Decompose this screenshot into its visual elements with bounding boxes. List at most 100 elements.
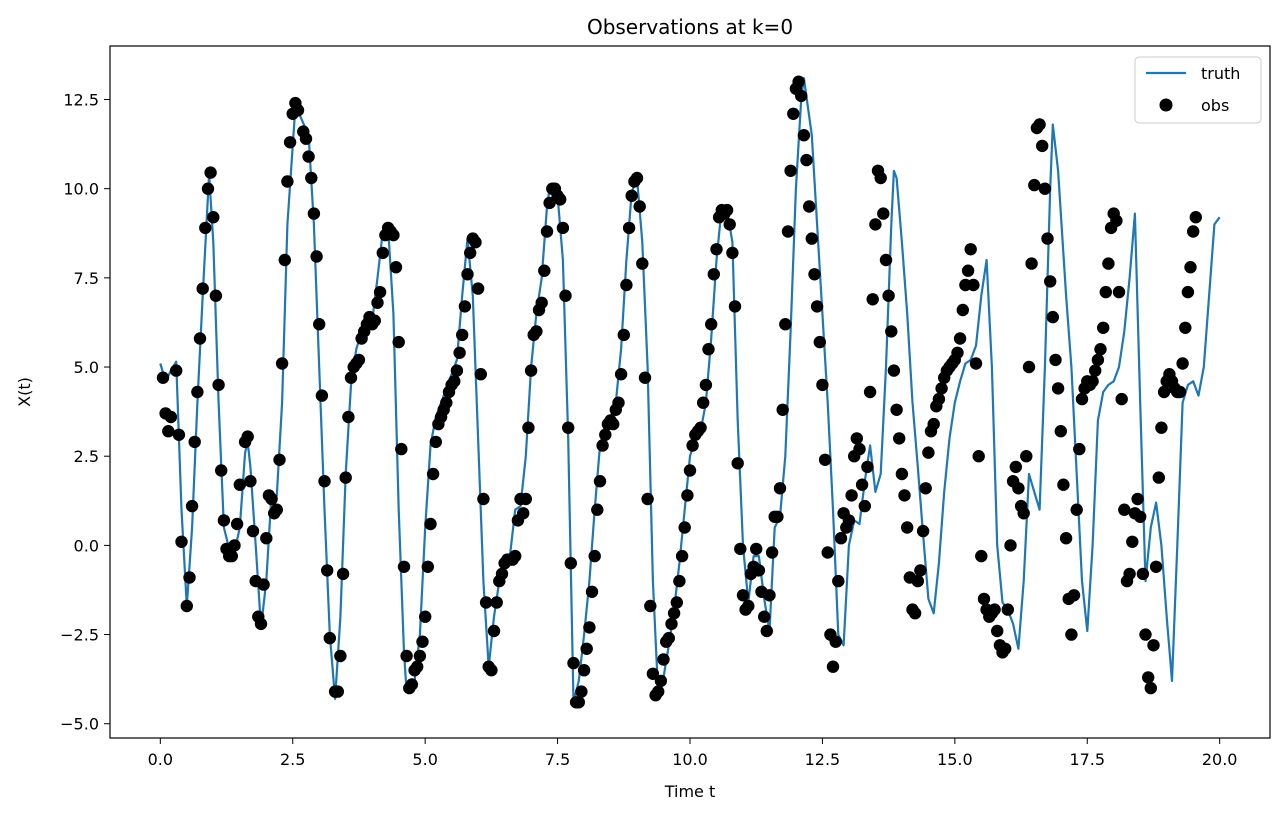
- obs-point: [321, 564, 334, 577]
- obs-point: [405, 678, 419, 691]
- obs-point: [477, 492, 490, 506]
- obs-point: [797, 129, 811, 142]
- obs-point: [464, 246, 477, 260]
- obs-point: [564, 557, 577, 570]
- obs-point: [1110, 214, 1123, 227]
- obs-point: [792, 75, 805, 88]
- legend-box: [1134, 56, 1262, 124]
- obs-point: [273, 453, 286, 466]
- obs-point: [630, 171, 644, 185]
- obs-point: [209, 289, 223, 302]
- obs-point: [260, 532, 273, 545]
- obs-point: [1155, 421, 1168, 434]
- obs-point: [413, 649, 427, 663]
- obs-point: [156, 371, 170, 384]
- x-axis: 0.0 2.5 5.0 7.5 10.0 12.5 15.0 17.5 20.0: [148, 738, 1238, 769]
- obs-point: [389, 261, 403, 274]
- obs-point: [752, 564, 766, 577]
- obs-point: [188, 435, 201, 449]
- obs-point: [1139, 628, 1152, 641]
- obs-point: [670, 596, 683, 609]
- obs-point: [334, 649, 347, 663]
- obs-point: [977, 592, 991, 606]
- x-tick-label: 20.0: [1202, 750, 1238, 769]
- obs-point: [834, 532, 848, 545]
- obs-point: [305, 171, 318, 185]
- y-tick-label: 2.5: [74, 447, 99, 466]
- obs-point: [972, 450, 985, 463]
- x-axis-label: Time t: [664, 782, 716, 801]
- obs-point: [448, 375, 461, 388]
- obs-point: [204, 166, 217, 179]
- x-tick-label: 5.0: [412, 750, 437, 769]
- obs-point: [999, 642, 1012, 655]
- obs-point: [191, 385, 204, 399]
- obs-point: [199, 221, 212, 235]
- legend-obs-swatch: [1159, 98, 1173, 112]
- obs-point: [183, 571, 196, 584]
- obs-point: [1089, 364, 1102, 377]
- obs-point: [318, 475, 331, 488]
- obs-point: [339, 471, 352, 484]
- obs-point: [776, 403, 789, 416]
- obs-point: [196, 282, 209, 295]
- obs-point: [1065, 628, 1078, 641]
- y-tick-label: 10.0: [63, 180, 99, 199]
- obs-point: [469, 236, 482, 249]
- obs-point: [1012, 482, 1025, 495]
- obs-point: [323, 631, 336, 645]
- obs-point: [278, 253, 291, 267]
- obs-point: [1059, 532, 1073, 545]
- obs-point: [988, 603, 1001, 616]
- obs-point: [559, 289, 572, 302]
- obs-point: [800, 153, 813, 167]
- obs-point: [652, 685, 665, 698]
- obs-point: [927, 417, 940, 431]
- obs-point: [419, 610, 432, 623]
- obs-point: [1057, 478, 1070, 491]
- obs-point: [456, 328, 469, 342]
- obs-point: [885, 325, 898, 338]
- obs-point: [622, 221, 636, 235]
- obs-point: [678, 521, 691, 534]
- obs-point: [162, 425, 175, 438]
- obs-point: [1022, 360, 1036, 374]
- obs-point: [485, 664, 498, 677]
- y-axis-label: X(t): [15, 377, 34, 407]
- obs-point: [230, 517, 244, 531]
- obs-point: [1144, 681, 1158, 695]
- obs-point: [758, 610, 771, 623]
- obs-point: [275, 357, 289, 370]
- obs-point: [577, 664, 591, 677]
- obs-point: [421, 560, 434, 573]
- obs-point: [644, 599, 657, 613]
- y-tick-label: 5.0: [74, 358, 99, 377]
- obs-point: [932, 392, 946, 406]
- obs-point: [662, 631, 675, 645]
- obs-point: [686, 439, 699, 452]
- obs-point: [890, 403, 903, 416]
- obs-point: [567, 656, 580, 670]
- obs-point: [1020, 450, 1033, 463]
- obs-point: [246, 524, 260, 538]
- obs-point: [853, 442, 866, 456]
- obs-point: [519, 492, 532, 506]
- obs-point: [1176, 357, 1189, 370]
- obs-point: [1054, 425, 1068, 438]
- obs-point: [517, 507, 530, 520]
- obs-point: [1094, 343, 1107, 356]
- obs-point: [1115, 392, 1128, 406]
- obs-point: [654, 674, 668, 688]
- obs-point: [1086, 375, 1099, 388]
- obs-point: [638, 371, 652, 384]
- obs-point: [636, 257, 649, 270]
- obs-point: [302, 150, 315, 163]
- obs-point: [193, 332, 207, 345]
- obs-point: [633, 200, 646, 213]
- obs-point: [975, 549, 988, 563]
- obs-point: [1152, 471, 1166, 484]
- obs-point: [411, 660, 424, 673]
- obs-point: [185, 499, 199, 513]
- obs-point: [895, 467, 909, 481]
